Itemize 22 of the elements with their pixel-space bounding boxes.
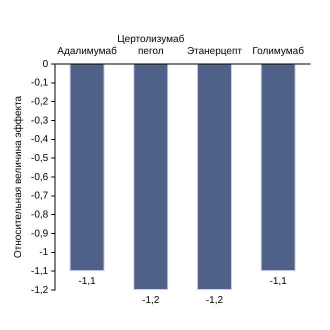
y-tick-label: -0,7 [30, 190, 49, 202]
x-tick-label: Голимумаб [252, 46, 304, 57]
y-tick-label: -0,1 [30, 78, 49, 89]
data-label: -1,1 [78, 276, 96, 287]
data-label: -1,1 [270, 276, 288, 287]
y-tick-label: -0,8 [30, 209, 49, 220]
y-tick-label: -1,1 [30, 266, 49, 277]
y-tick-label: -0,5 [30, 152, 49, 164]
data-label: -1,2 [206, 294, 224, 306]
y-tick-label: -0,6 [30, 172, 49, 183]
data-label: -1,2 [142, 294, 160, 306]
y-tick-label: -0,4 [30, 134, 49, 146]
y-tick-label: 0 [42, 58, 49, 70]
y-axis-title: Относительная величина эффекта [12, 95, 24, 258]
y-tick-label: -1 [39, 247, 49, 258]
y-tick-label: -0,9 [30, 228, 49, 240]
y-tick-label: -0,3 [30, 115, 49, 126]
x-tick-label: Адалимумаб [57, 46, 118, 57]
x-tick-label: Этанерцепт [186, 46, 242, 57]
x-tick-label: Цертолизумаб пегол [117, 34, 185, 57]
y-tick-label: -0,2 [30, 96, 49, 108]
y-tick-label: -1,2 [30, 284, 49, 296]
